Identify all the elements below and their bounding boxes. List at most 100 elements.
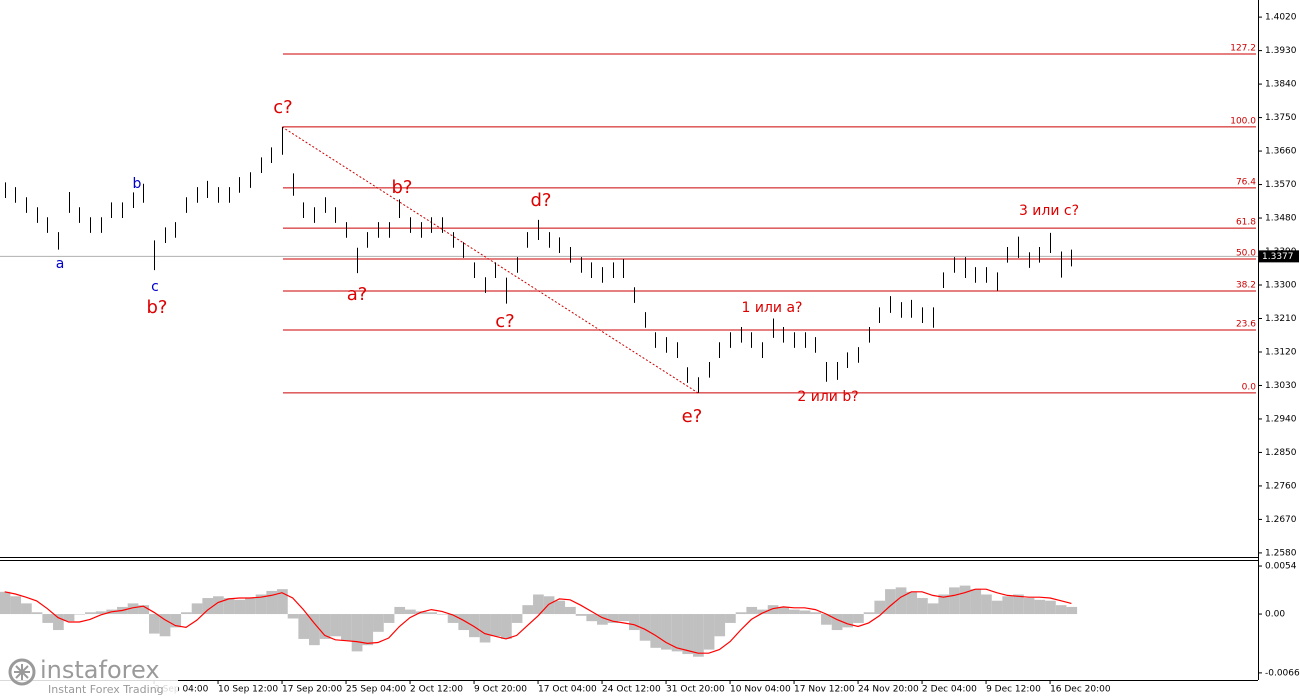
wave-label: 3 или c? [1019, 203, 1079, 219]
histogram-bar [170, 614, 182, 628]
fib-label: 76.4 [1236, 177, 1256, 187]
y-tick-label: 1.4020 [1265, 13, 1297, 23]
histogram-bar [74, 614, 86, 615]
histogram-bar [53, 614, 64, 631]
y-tick-label: -0.00662 [1265, 668, 1300, 678]
wave-label: c? [495, 311, 514, 332]
wave-label: a? [347, 284, 368, 305]
histogram-bar [810, 612, 822, 615]
histogram-bar [1023, 598, 1035, 615]
histogram-bar [874, 600, 886, 615]
x-tick-label: 10 Sep 12:00 [218, 685, 278, 695]
histogram-bar [554, 600, 566, 615]
histogram-bar [618, 614, 630, 622]
signal-line [4, 588, 1072, 654]
histogram-bar [927, 603, 939, 615]
histogram-bar [586, 614, 598, 622]
fib-label: 50.0 [1236, 248, 1256, 258]
y-tick-label: 1.2580 [1265, 548, 1297, 558]
histogram-bar [767, 605, 779, 615]
wave-label: c? [273, 97, 292, 118]
histogram-bar [607, 614, 619, 623]
histogram-bar [714, 614, 726, 637]
wave-label: e? [682, 406, 703, 427]
histogram-bar [511, 614, 523, 623]
x-tick-label: 10 Nov 04:00 [730, 685, 791, 695]
wave-label: d? [531, 190, 552, 211]
histogram-bar [885, 589, 896, 615]
histogram-bar [234, 599, 246, 615]
fib-label: 23.6 [1236, 320, 1256, 330]
histogram-bar [255, 594, 267, 615]
y-tick-label: 0.00 [1265, 610, 1285, 620]
histogram-bar [682, 614, 694, 655]
histogram-bar [757, 609, 768, 615]
histogram-bar [21, 603, 32, 615]
histogram-bar [202, 598, 214, 615]
histogram-bar [746, 606, 758, 615]
histogram-bar [533, 594, 544, 615]
y-tick-label: 1.3030 [1265, 381, 1297, 391]
histogram-bar [1045, 600, 1056, 615]
x-tick-label: 2 Dec 04:00 [922, 685, 977, 695]
histogram-bar [1002, 596, 1014, 615]
plot-area: 1.4020 1.3930 1.3840 1.3750 1.3660 1.3570 1.34… [0, 13, 1300, 695]
histogram-bar [127, 603, 139, 615]
x-tick-label: 2 Oct 12:00 [410, 685, 463, 695]
fib-label: 100.0 [1230, 116, 1256, 126]
histogram-bar [394, 606, 406, 615]
wave-label: b [133, 176, 142, 192]
histogram-bar [981, 594, 992, 615]
histogram-bar [597, 614, 608, 625]
histogram-bar [266, 590, 278, 615]
histogram-bar [277, 589, 288, 615]
histogram-bar [213, 596, 224, 615]
histogram-bar [725, 614, 736, 623]
histogram-bar [341, 614, 352, 641]
histogram-bar [693, 614, 704, 657]
histogram-bar [42, 614, 54, 623]
y-tick-label: 1.3300 [1265, 281, 1297, 291]
x-tick-label: 24 Oct 12:00 [602, 685, 661, 695]
histogram-bar [543, 596, 555, 615]
histogram-bar [575, 614, 587, 616]
x-tick-label: 31 Oct 20:00 [666, 685, 725, 695]
logo-icon [8, 658, 36, 686]
y-tick-label: 1.3120 [1265, 347, 1297, 357]
histogram-bar [1013, 594, 1024, 615]
histogram-bar [831, 614, 843, 631]
y-tick-label: 1.2850 [1265, 448, 1297, 458]
histogram-bar [63, 614, 75, 622]
x-tick-label: 25 Sep 04:00 [346, 685, 406, 695]
histogram-bar [287, 614, 299, 619]
wave-label: b? [147, 297, 168, 318]
histogram-bar [949, 587, 960, 615]
y-tick-label: 1.3750 [1265, 113, 1297, 123]
histogram-bar [789, 609, 800, 615]
histogram-bar [863, 612, 875, 615]
y-tick-label: 1.3930 [1265, 46, 1297, 56]
histogram-bar [991, 600, 1003, 615]
histogram-bar [469, 614, 480, 638]
histogram-bar [501, 614, 512, 639]
y-tick-label: 1.3480 [1265, 214, 1297, 224]
histogram-bar [405, 609, 416, 615]
y-tick-label: 1.2760 [1265, 481, 1297, 491]
histogram-bar [95, 611, 107, 615]
histogram-bar [778, 606, 790, 615]
current-price-box [1259, 250, 1299, 263]
x-tick-label: 17 Sep 20:00 [282, 685, 342, 695]
x-tick-label: 16 Dec 20:00 [1050, 685, 1111, 695]
histogram-bar [895, 587, 907, 615]
histogram-bar [938, 594, 950, 615]
wave-label: 1 или a? [742, 300, 803, 316]
histogram-bar [639, 614, 651, 641]
x-tick-label: 24 Nov 20:00 [858, 685, 919, 695]
y-tick-label: 1.3570 [1265, 180, 1297, 190]
histogram-bar [362, 614, 374, 646]
histogram-bar [671, 614, 683, 652]
histogram-bar [351, 614, 363, 652]
